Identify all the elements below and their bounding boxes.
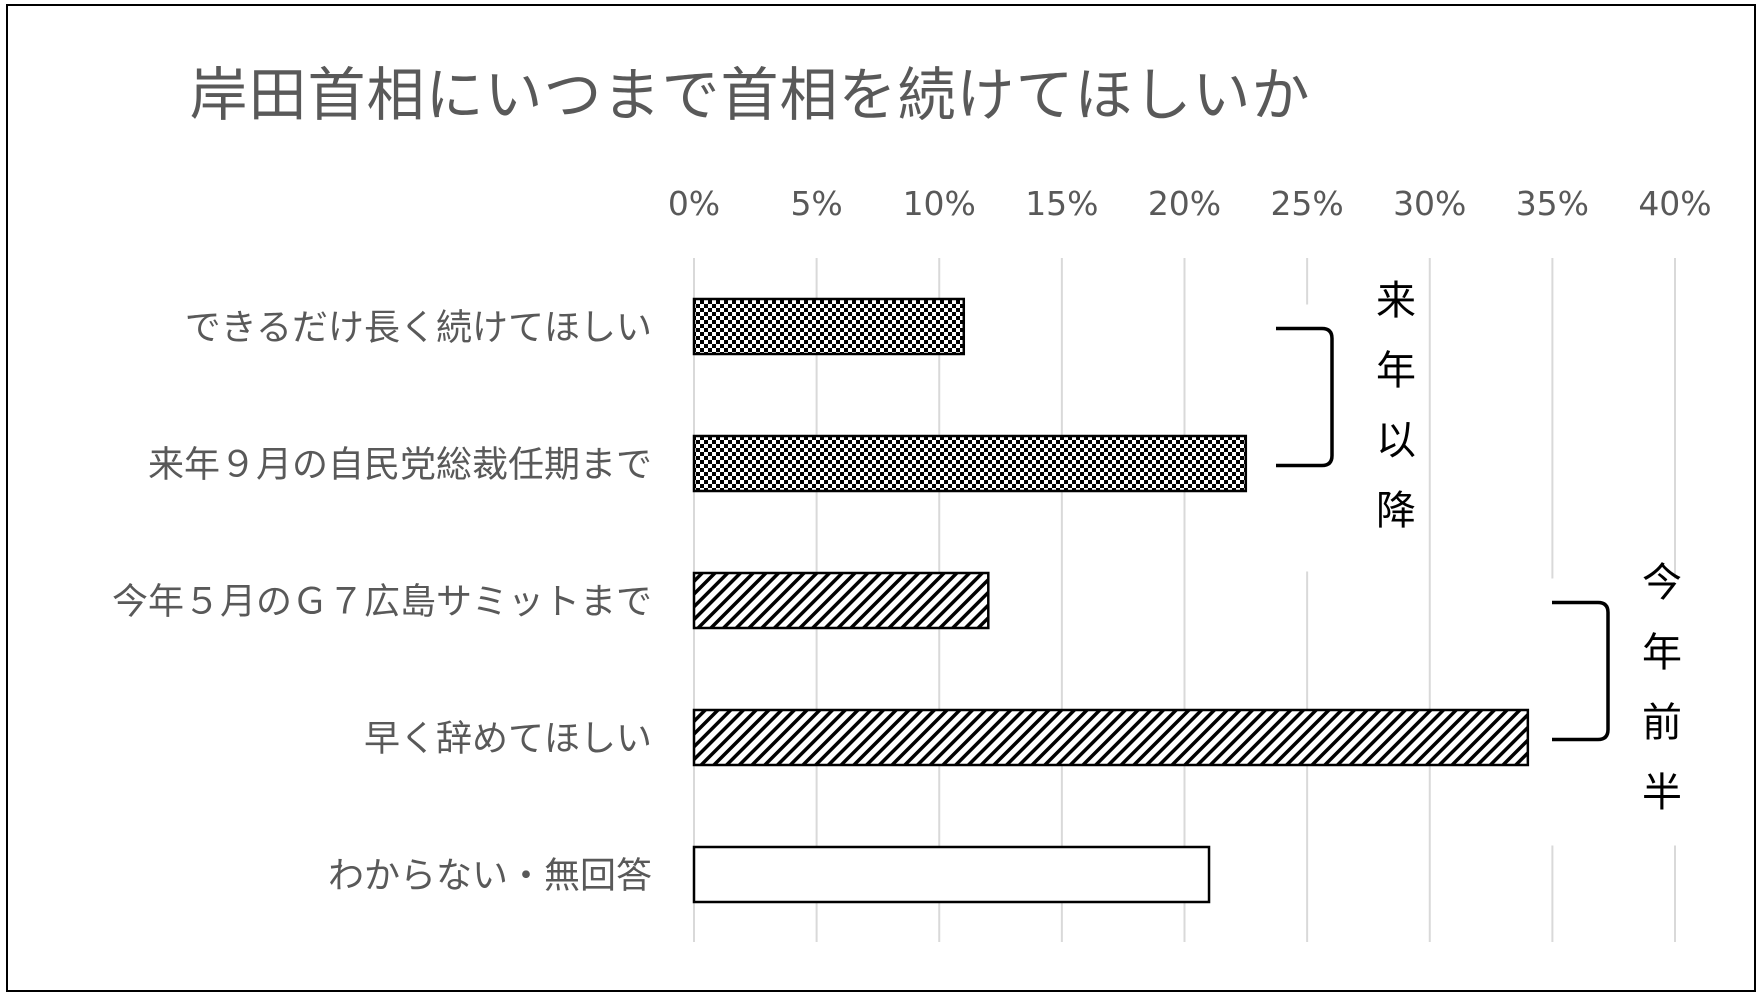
category-label: できるだけ長く続けてほしい <box>185 308 652 349</box>
x-tick-label: 40% <box>1638 184 1711 223</box>
group-label-char: 降 <box>1376 488 1416 534</box>
x-axis-tick-labels: 0% 5% 10% 15% 20% 25% 30% 35% 40% <box>668 184 1712 223</box>
bars <box>692 297 1530 904</box>
bar <box>692 845 1211 904</box>
category-label: 今年５月のＧ７広島サミットまで <box>112 582 652 623</box>
group-bracket <box>1276 326 1334 468</box>
chart-title: 岸田首相にいつまで首相を続けてほしいか <box>189 61 1311 129</box>
category-label: わからない・無回答 <box>328 856 652 897</box>
x-tick-label: 5% <box>790 184 842 223</box>
bar <box>692 708 1530 767</box>
group-label-char: 今 <box>1642 560 1682 606</box>
group-label-char: 半 <box>1642 770 1682 816</box>
bar <box>692 571 990 630</box>
bar <box>692 297 966 356</box>
x-tick-label: 10% <box>903 184 976 223</box>
group-label-char: 年 <box>1642 630 1682 676</box>
chart-frame <box>6 4 1756 992</box>
x-tick-label: 35% <box>1516 184 1589 223</box>
category-label: 来年９月の自民党総裁任期まで <box>148 445 652 486</box>
group-label-char: 以 <box>1376 418 1416 464</box>
x-tick-label: 15% <box>1025 184 1098 223</box>
x-tick-label: 30% <box>1393 184 1466 223</box>
category-labels: できるだけ長く続けてほしい来年９月の自民党総裁任期まで今年５月のＧ７広島サミット… <box>112 308 652 897</box>
x-tick-label: 0% <box>668 184 720 223</box>
x-tick-label: 20% <box>1148 184 1221 223</box>
category-label: 早く辞めてほしい <box>364 719 652 760</box>
bracket-background <box>1548 578 1688 846</box>
group-label-char: 前 <box>1642 700 1682 746</box>
bar <box>692 434 1248 493</box>
group-bracket <box>1552 600 1610 742</box>
bracket-background <box>1272 304 1422 572</box>
group-label-char: 来 <box>1376 278 1416 324</box>
x-tick-label: 25% <box>1270 184 1343 223</box>
group-label-char: 年 <box>1376 348 1416 394</box>
